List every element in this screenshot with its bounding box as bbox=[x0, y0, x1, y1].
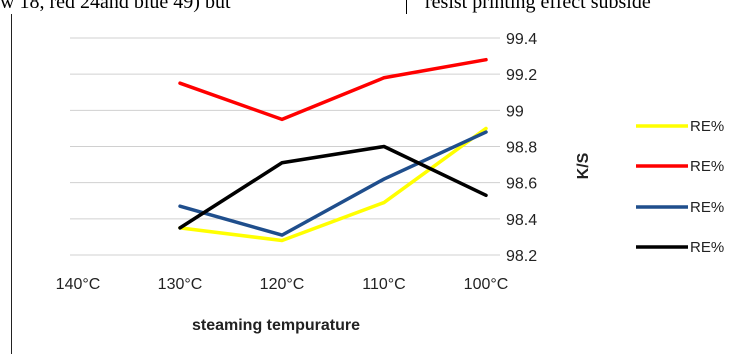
y-tick-label: 98.4 bbox=[506, 212, 537, 229]
legend-label: RE% bbox=[690, 239, 724, 256]
column-divider bbox=[406, 0, 407, 14]
x-tick-label: 110°C bbox=[362, 276, 405, 293]
top-text-left: w 18, red 24and blue 49) but bbox=[0, 0, 231, 13]
y-tick-label: 99.4 bbox=[506, 31, 537, 48]
y-axis-label: K/S bbox=[575, 152, 592, 179]
y-tick-label: 98.2 bbox=[506, 248, 537, 265]
y-tick-label: 99 bbox=[506, 103, 524, 120]
x-axis-label: steaming tempurature bbox=[192, 317, 360, 334]
x-tick-label: 100°C bbox=[464, 276, 509, 293]
series-line-2 bbox=[178, 57, 488, 122]
legend-label: RE% bbox=[690, 158, 724, 175]
x-tick-label: 120°C bbox=[260, 276, 305, 293]
y-tick-label: 99.2 bbox=[506, 67, 537, 84]
top-text-right: resist printing effect subside bbox=[425, 0, 651, 13]
legend-label: RE% bbox=[690, 118, 724, 135]
series-line-1 bbox=[178, 126, 488, 243]
series-line-4 bbox=[178, 144, 488, 230]
series-lines bbox=[178, 57, 488, 243]
gridlines bbox=[70, 37, 500, 256]
x-tick-labels: 140°C 130°C 120°C 110°C 100°C bbox=[56, 276, 509, 293]
legend: RE% RE% RE% RE% bbox=[636, 118, 724, 256]
series-line-3 bbox=[178, 130, 488, 237]
y-tick-label: 98.8 bbox=[506, 140, 537, 157]
legend-label: RE% bbox=[690, 199, 724, 216]
x-tick-label: 140°C bbox=[56, 276, 101, 293]
y-tick-label: 98.6 bbox=[506, 176, 537, 193]
y-tick-labels: 98.2 98.4 98.6 98.8 99 99.2 99.4 bbox=[506, 31, 537, 265]
x-tick-label: 130°C bbox=[158, 276, 203, 293]
chart-frame-edge bbox=[11, 14, 12, 354]
